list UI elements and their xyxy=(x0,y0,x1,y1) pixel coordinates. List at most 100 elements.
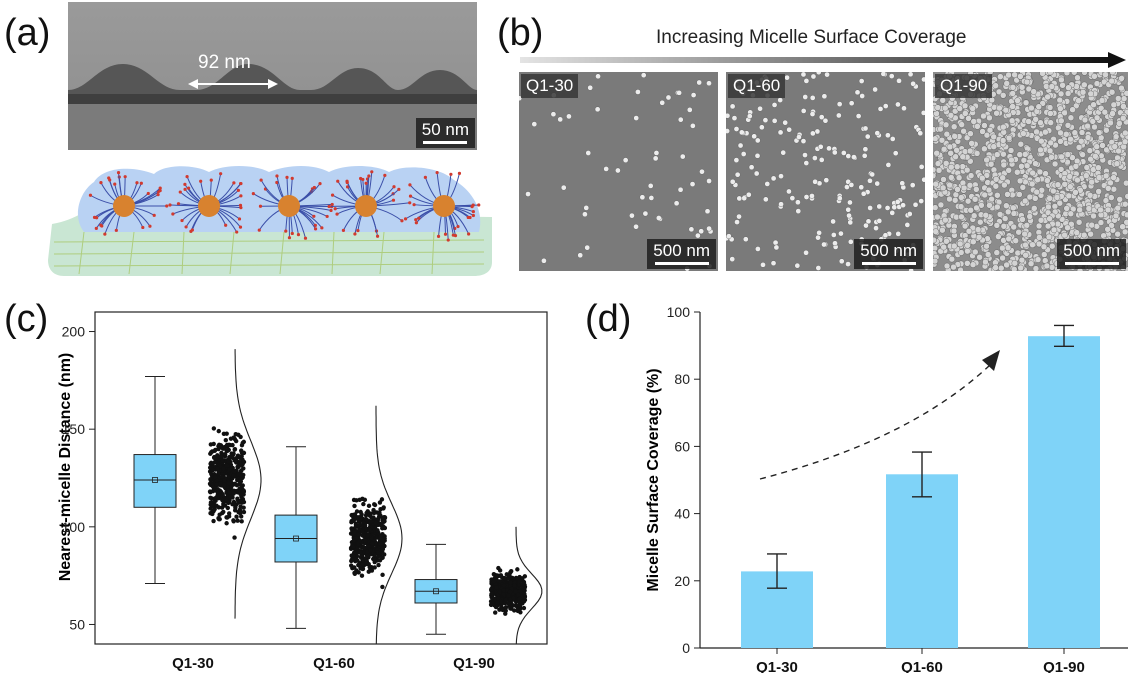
sem-particle xyxy=(859,93,865,99)
c-data-point xyxy=(380,584,385,590)
c-data-point xyxy=(372,557,377,562)
sem-particle xyxy=(952,153,959,160)
c-data-point xyxy=(378,513,383,518)
chain-end xyxy=(238,225,243,229)
c-data-point xyxy=(498,573,504,578)
c-data-point xyxy=(233,438,239,444)
sem-particle xyxy=(1011,72,1018,79)
c-mean-marker xyxy=(433,588,439,595)
sem-particle xyxy=(1047,110,1054,117)
sem-particle xyxy=(841,150,847,156)
sem-particle xyxy=(968,140,975,147)
distance-arrow xyxy=(188,79,278,89)
sem-particle xyxy=(1014,169,1021,176)
d-trend-arrow xyxy=(759,364,991,480)
sem-particle xyxy=(816,230,822,236)
chain-end xyxy=(108,178,112,182)
chain-end xyxy=(408,201,412,205)
sem-particle xyxy=(1097,105,1105,112)
sem-particle xyxy=(869,171,876,178)
chain-end xyxy=(412,203,416,207)
sem-particle xyxy=(780,149,787,156)
sem-particle xyxy=(809,111,816,117)
sem-scale-label-q1-90: 500 nm xyxy=(1063,241,1120,260)
c-data-point xyxy=(362,497,368,503)
sem-particle xyxy=(981,191,988,199)
sem-particle xyxy=(888,73,895,79)
sem-particle xyxy=(1115,147,1122,155)
c-data-point xyxy=(228,494,233,500)
sem-particle xyxy=(1073,229,1080,236)
micelle-core xyxy=(113,195,135,217)
sem-particle xyxy=(975,234,983,241)
chain-end xyxy=(417,216,421,220)
sem-particle xyxy=(1058,153,1065,161)
sem-particle xyxy=(1047,72,1054,76)
sem-particle xyxy=(847,199,853,206)
sem-particle xyxy=(984,179,991,186)
sem-particle xyxy=(910,80,916,87)
sem-particle xyxy=(943,238,950,245)
sem-particle xyxy=(1022,178,1029,186)
c-data-point xyxy=(351,518,357,523)
sem-particle xyxy=(838,230,844,237)
c-data-point xyxy=(215,486,221,492)
sem-particle xyxy=(557,116,564,123)
c-data-point xyxy=(374,517,379,522)
c-x-tick-label: Q1-60 xyxy=(313,655,355,672)
sem-particle xyxy=(1034,256,1042,263)
d-y-tick-label: 20 xyxy=(674,573,690,589)
sem-particle xyxy=(948,174,955,181)
c-data-point xyxy=(369,568,375,573)
c-data-point xyxy=(361,520,367,525)
c-data-point xyxy=(354,568,359,573)
chain-end xyxy=(99,181,103,185)
sem-particle xyxy=(1010,223,1017,231)
sem-particle xyxy=(796,134,802,140)
sem-particle xyxy=(901,105,907,112)
sem-particle xyxy=(770,260,777,266)
sem-particle xyxy=(642,210,649,217)
sem-particle xyxy=(1046,147,1054,155)
sem-particle xyxy=(1022,252,1029,259)
sem-particle xyxy=(948,163,955,171)
sem-particle xyxy=(836,112,842,119)
chain-end xyxy=(235,230,239,234)
c-data-point xyxy=(216,428,221,434)
c-distribution-curve xyxy=(375,405,403,645)
sem-particle xyxy=(900,202,906,208)
sem-particle xyxy=(981,145,988,153)
c-data-point xyxy=(214,503,219,508)
sem-particle xyxy=(1020,130,1027,137)
c-data-point xyxy=(226,514,232,519)
sem-particle xyxy=(803,249,809,256)
sem-particle xyxy=(986,114,993,122)
sem-particle xyxy=(999,244,1006,252)
sem-particle xyxy=(832,149,838,156)
sem-particle xyxy=(855,113,862,119)
chain-end xyxy=(168,203,172,207)
sem-particle xyxy=(986,202,993,209)
sem-particle xyxy=(954,186,961,193)
c-data-point xyxy=(358,550,363,555)
sem-particle xyxy=(1028,180,1036,188)
sem-particle xyxy=(1119,223,1126,230)
sem-particle xyxy=(789,195,796,201)
sem-particle xyxy=(1036,168,1044,176)
chain-end xyxy=(320,226,324,230)
sem-particle xyxy=(1095,129,1103,136)
sem-particle xyxy=(1025,118,1032,125)
sem-particle xyxy=(889,210,896,216)
c-data-point xyxy=(213,456,218,461)
c-data-point xyxy=(501,583,507,588)
sem-particle xyxy=(1004,244,1012,251)
sem-particle xyxy=(858,78,865,84)
c-data-point xyxy=(221,482,227,488)
chain-end xyxy=(88,193,93,197)
c-data-point xyxy=(237,460,242,465)
sem-particle xyxy=(1114,204,1121,212)
sem-particle xyxy=(943,262,951,270)
sem-particle xyxy=(867,177,873,184)
chain-end xyxy=(113,182,117,186)
c-data-point xyxy=(239,483,245,488)
